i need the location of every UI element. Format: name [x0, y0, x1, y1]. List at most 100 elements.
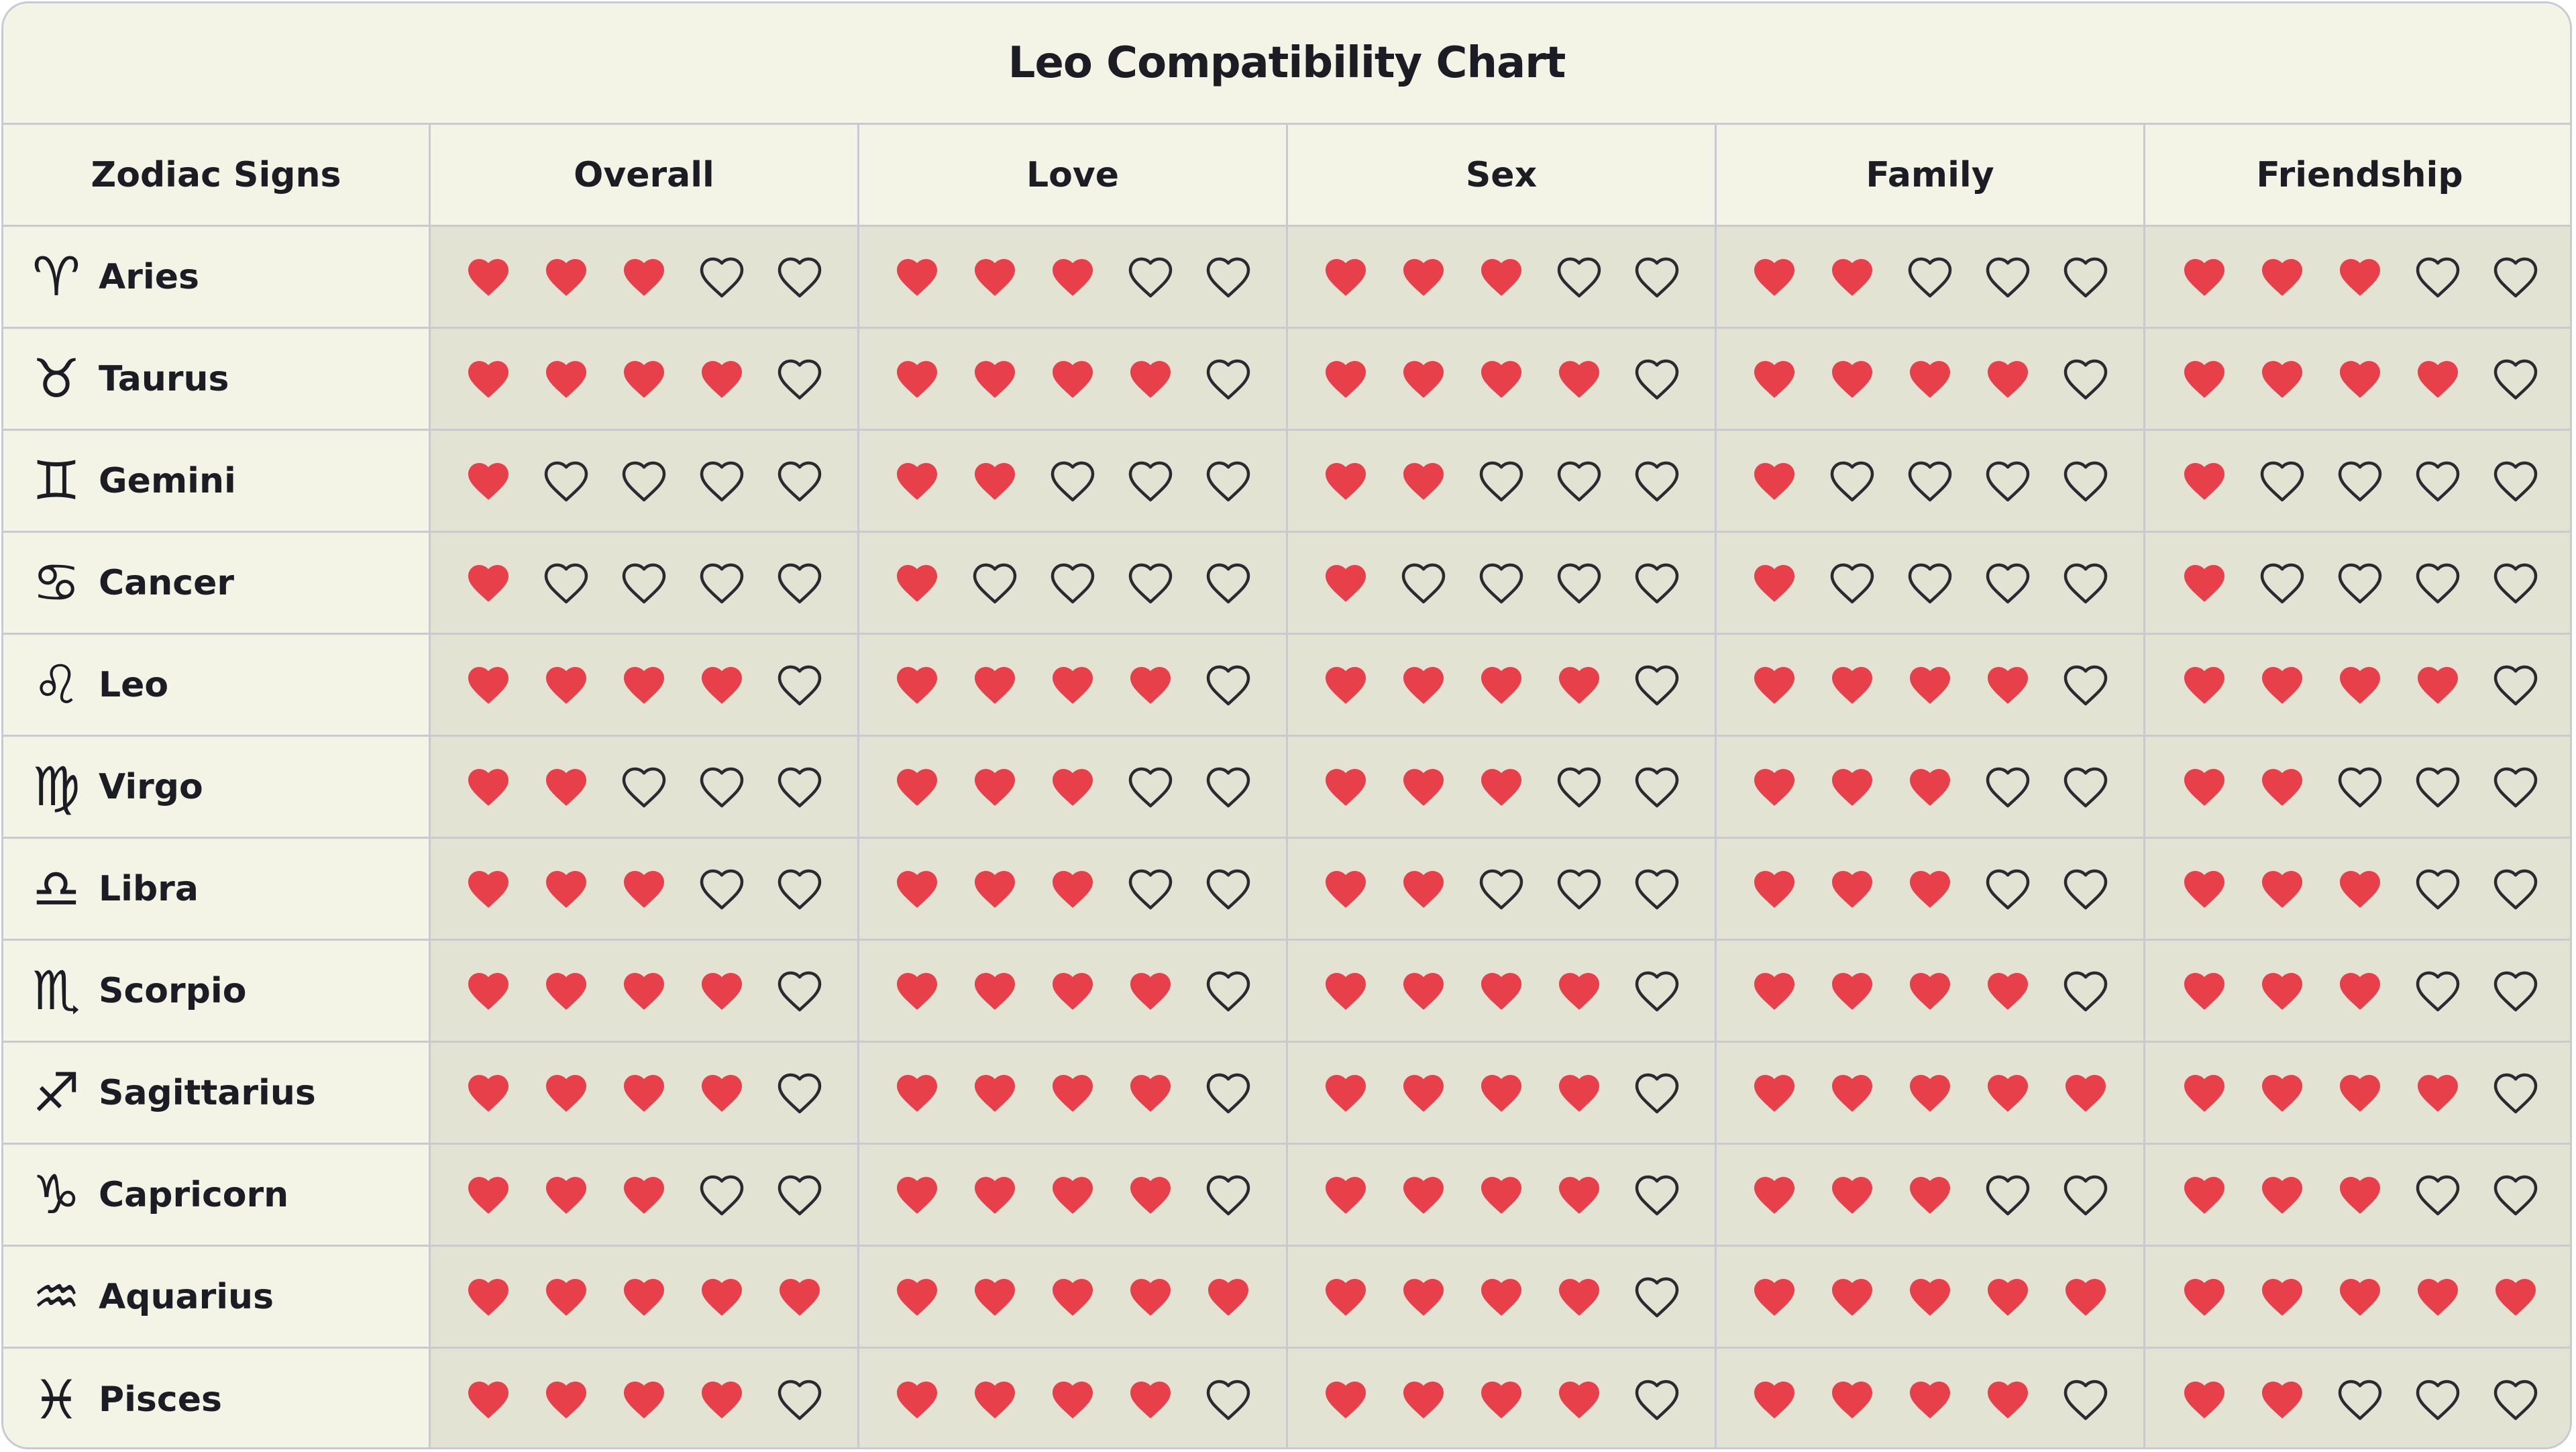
filled-heart-icon	[975, 258, 1015, 296]
empty-heart-icon	[700, 1175, 744, 1215]
empty-heart-icon	[1128, 563, 1173, 603]
empty-heart-icon	[2493, 767, 2537, 807]
filled-heart-icon	[1481, 1176, 1521, 1214]
heart-rating	[1748, 661, 2112, 709]
filled-heart-icon	[468, 666, 508, 704]
empty-heart-icon	[1206, 359, 1250, 399]
heart-rating	[1319, 457, 1684, 505]
filled-heart-icon	[468, 1382, 508, 1419]
filled-heart-icon	[2261, 870, 2302, 908]
filled-heart-icon	[2184, 1074, 2224, 1112]
filled-heart-icon	[624, 1278, 664, 1316]
rating-cell-cancer-family	[1717, 533, 2145, 635]
filled-heart-icon	[1754, 1278, 1794, 1316]
rating-cell-libra-friendship	[2145, 839, 2570, 941]
filled-heart-icon	[897, 462, 937, 500]
filled-heart-icon	[702, 666, 742, 704]
filled-heart-icon	[1403, 1074, 1444, 1112]
filled-heart-icon	[1754, 360, 1794, 398]
libra-symbol-icon: ♎	[32, 858, 80, 920]
empty-heart-icon	[1479, 563, 1523, 603]
empty-heart-icon	[1206, 971, 1250, 1011]
empty-heart-icon	[2338, 563, 2381, 603]
empty-heart-icon	[622, 563, 666, 603]
column-header-love: Love	[859, 125, 1288, 227]
filled-heart-icon	[1403, 462, 1444, 500]
heart-rating	[1319, 559, 1684, 607]
empty-heart-icon	[1206, 1073, 1250, 1113]
filled-heart-icon	[897, 258, 937, 296]
filled-heart-icon	[1481, 666, 1521, 704]
empty-heart-icon	[2493, 257, 2537, 297]
column-header-overall: Overall	[431, 125, 859, 227]
empty-heart-icon	[2416, 971, 2459, 1011]
sign-name: Aquarius	[99, 1276, 274, 1317]
empty-heart-icon	[2493, 563, 2537, 603]
filled-heart-icon	[1053, 258, 1093, 296]
filled-heart-icon	[975, 1074, 1015, 1112]
heart-rating	[462, 661, 826, 709]
filled-heart-icon	[897, 870, 937, 908]
heart-rating	[1319, 1069, 1684, 1117]
filled-heart-icon	[1130, 972, 1171, 1010]
rating-cell-gemini-love	[859, 431, 1288, 533]
rating-cell-aquarius-overall	[431, 1247, 859, 1349]
filled-heart-icon	[1053, 666, 1093, 704]
heart-rating	[890, 967, 1255, 1015]
filled-heart-icon	[1130, 1074, 1171, 1112]
filled-heart-icon	[624, 1176, 664, 1214]
filled-heart-icon	[2261, 1382, 2302, 1419]
rating-cell-sagittarius-sex	[1288, 1043, 1717, 1145]
filled-heart-icon	[2261, 1278, 2302, 1316]
filled-heart-icon	[1988, 1382, 2028, 1419]
filled-heart-icon	[1832, 1176, 1872, 1214]
filled-heart-icon	[897, 666, 937, 704]
capricorn-symbol-icon: ♑	[32, 1163, 80, 1226]
empty-heart-icon	[1206, 665, 1250, 705]
empty-heart-icon	[2338, 461, 2381, 501]
heart-rating	[2178, 865, 2542, 913]
filled-heart-icon	[1559, 972, 1599, 1010]
filled-heart-icon	[624, 870, 664, 908]
filled-heart-icon	[468, 1176, 508, 1214]
filled-heart-icon	[2417, 1074, 2458, 1112]
heart-rating	[462, 865, 826, 913]
heart-rating	[2178, 253, 2542, 301]
heart-rating	[2178, 1171, 2542, 1219]
empty-heart-icon	[777, 767, 822, 807]
empty-heart-icon	[544, 461, 588, 501]
filled-heart-icon	[1403, 360, 1444, 398]
filled-heart-icon	[1988, 360, 2028, 398]
column-header-family: Family	[1717, 125, 2145, 227]
heart-rating	[890, 763, 1255, 811]
rating-cell-capricorn-love	[859, 1145, 1288, 1247]
rating-cell-libra-overall	[431, 839, 859, 941]
heart-rating	[462, 1273, 826, 1321]
filled-heart-icon	[2184, 360, 2224, 398]
heart-rating	[1319, 1273, 1684, 1321]
sign-name: Pisces	[99, 1380, 222, 1420]
heart-rating	[2178, 1376, 2542, 1424]
sign-name: Taurus	[99, 358, 229, 399]
filled-heart-icon	[1988, 1278, 2028, 1316]
empty-heart-icon	[1908, 461, 1952, 501]
heart-rating	[890, 457, 1255, 505]
table-row-taurus: ♉ Taurus	[3, 329, 2570, 431]
filled-heart-icon	[897, 972, 937, 1010]
filled-heart-icon	[975, 972, 1015, 1010]
empty-heart-icon	[2063, 563, 2108, 603]
table-row-aquarius: ♒ Aquarius	[3, 1247, 2570, 1349]
empty-heart-icon	[1986, 257, 2030, 297]
filled-heart-icon	[1403, 1176, 1444, 1214]
heart-rating	[890, 559, 1255, 607]
filled-heart-icon	[1559, 1278, 1599, 1316]
empty-heart-icon	[700, 461, 744, 501]
filled-heart-icon	[1403, 972, 1444, 1010]
empty-heart-icon	[777, 665, 822, 705]
rating-cell-leo-sex	[1288, 635, 1717, 737]
filled-heart-icon	[1053, 972, 1093, 1010]
heart-rating	[890, 1273, 1255, 1321]
empty-heart-icon	[1557, 767, 1601, 807]
empty-heart-icon	[700, 257, 744, 297]
